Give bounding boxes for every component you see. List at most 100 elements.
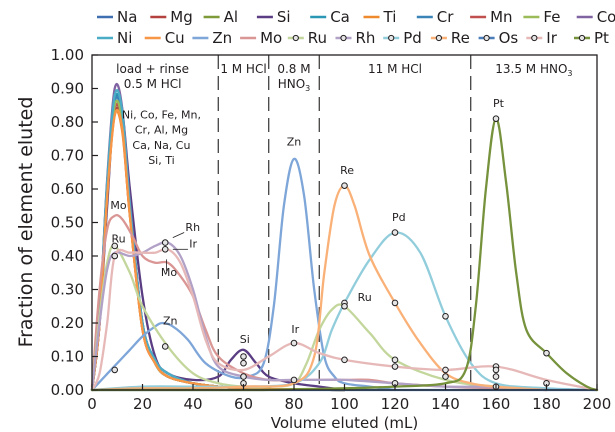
region-label-subscript: 3 [305, 84, 310, 93]
legend-marker-os [483, 34, 490, 42]
marker-re [341, 182, 348, 189]
annotation-label: Ru [111, 233, 125, 246]
x-tick-label: 100 [330, 395, 359, 413]
y-tick-label: 0.90 [51, 80, 84, 98]
region-label-text: HNO [278, 77, 305, 91]
plot-frame [91, 54, 598, 391]
marker-ru [391, 356, 399, 364]
legend-label-mo: Mo [260, 29, 282, 47]
x-axis-ticks: 0 20 40 60 80 100 120 140 160 180 200 [87, 384, 611, 413]
marker-rh [161, 239, 169, 246]
legend-label-ir: Ir [546, 29, 557, 47]
y-tick-label: 0.30 [51, 281, 84, 299]
chart-legend: Na Mg Al Si Ca Ti Cr Mn Fe Co Ni Cu Zn Mo Ru Rh Pd Re Os Ir… [97, 8, 615, 47]
y-tick-label: 0.60 [51, 180, 84, 198]
annotation-label: Ni, Co, Fe, Mn, [122, 109, 201, 122]
legend-label-si: Si [277, 8, 291, 26]
y-tick-label: 1.00 [51, 46, 84, 64]
annotation-label: Si [240, 333, 250, 346]
legend-label-mn: Mn [490, 8, 512, 26]
annotation-label: Ru [358, 291, 372, 304]
y-tick-label: 0.20 [51, 314, 84, 332]
annotation-label: Pt [493, 97, 505, 110]
y-tick-label: 0.80 [51, 113, 84, 131]
region-label: 0.8 M [277, 62, 310, 76]
x-tick-label: 140 [431, 395, 460, 413]
series-line-zn [90, 157, 397, 392]
marker-ir [161, 246, 169, 253]
annotation-label: Ca, Na, Cu [132, 139, 190, 152]
region-label: 13.5 M HNO3 [495, 62, 572, 78]
y-axis-ticks: 0.00 0.10 0.20 0.30 0.40 0.50 0.60 0.70 0.80 0.90… [51, 46, 98, 399]
marker-zn [161, 343, 169, 350]
x-tick-label: 40 [183, 395, 202, 413]
marker-re [492, 366, 500, 374]
marker-mo [111, 252, 119, 260]
legend-label-fe: Fe [543, 8, 560, 26]
marker-pt [543, 349, 550, 357]
legend-label-ca: Ca [330, 8, 350, 26]
y-tick-label: 0.00 [51, 381, 84, 399]
region-label: 1 M HCl [220, 62, 266, 76]
marker-ru [391, 363, 399, 370]
annotation-label: Zn [163, 315, 178, 328]
series-line-ir [90, 247, 599, 392]
legend-label-cr: Cr [437, 8, 454, 26]
x-tick-label: 80 [284, 395, 303, 413]
legend-label-pd: Pd [403, 29, 422, 47]
x-tick-label: 20 [133, 395, 152, 413]
marker-ir [341, 356, 348, 364]
legend-label-cu: Cu [165, 29, 185, 47]
x-axis-title: Volume eluted (mL) [271, 414, 419, 432]
legend-marker-pt [578, 34, 586, 42]
annotation-label: Ir [189, 238, 197, 251]
series-line-ni [90, 89, 346, 392]
annotation-label: Mo [110, 199, 126, 212]
annotation-label: Zn [287, 135, 302, 148]
marker-zn [290, 376, 298, 384]
marker-si [240, 353, 247, 360]
region-label: 11 M HCl [368, 62, 422, 76]
legend-label-ni: Ni [117, 29, 132, 47]
legend-label-na: Na [117, 8, 137, 26]
marker-ir [290, 339, 298, 347]
x-tick-label: 180 [532, 395, 561, 413]
marker-pd [442, 313, 449, 320]
legend-marker-ru [292, 34, 299, 42]
y-axis-title: Fraction of element eluted [15, 97, 37, 348]
legend-label-zn: Zn [212, 29, 232, 47]
annotation-leader [172, 232, 185, 238]
legend-marker-pd [388, 34, 395, 42]
legend-marker-ir [531, 34, 538, 42]
legend-label-mg: Mg [170, 8, 192, 26]
y-tick-label: 0.50 [51, 214, 84, 232]
legend-label-pt: Pt [594, 29, 609, 47]
annotation-label: Rh [185, 221, 200, 234]
region-label-text: 13.5 M HNO [495, 62, 567, 76]
marker-pd [492, 373, 500, 380]
y-tick-label: 0.10 [51, 348, 84, 366]
region-label: HNO3 [278, 77, 311, 93]
legend-marker-re [435, 34, 442, 42]
region-label: load + rinse [116, 62, 189, 76]
series-line-ca [90, 92, 346, 392]
y-tick-label: 0.40 [51, 247, 84, 265]
legend-label-ru: Ru [308, 29, 327, 47]
x-tick-label: 200 [583, 395, 612, 413]
annotation-label: Si, Ti [148, 154, 174, 167]
x-tick-label: 60 [234, 395, 253, 413]
axes [91, 54, 598, 391]
annotation-label: Pd [392, 211, 406, 224]
marker-pt [492, 115, 500, 122]
marker-ir [111, 366, 119, 374]
marker-ru [111, 242, 119, 250]
marker-ru [341, 302, 348, 310]
marker-ir [442, 373, 449, 380]
legend-label-rh: Rh [356, 29, 376, 47]
marker-si [240, 359, 247, 367]
x-tick-label: 160 [482, 395, 511, 413]
region-label: 0.5 M HCl [124, 77, 182, 91]
annotation-label: Mo [161, 266, 177, 279]
